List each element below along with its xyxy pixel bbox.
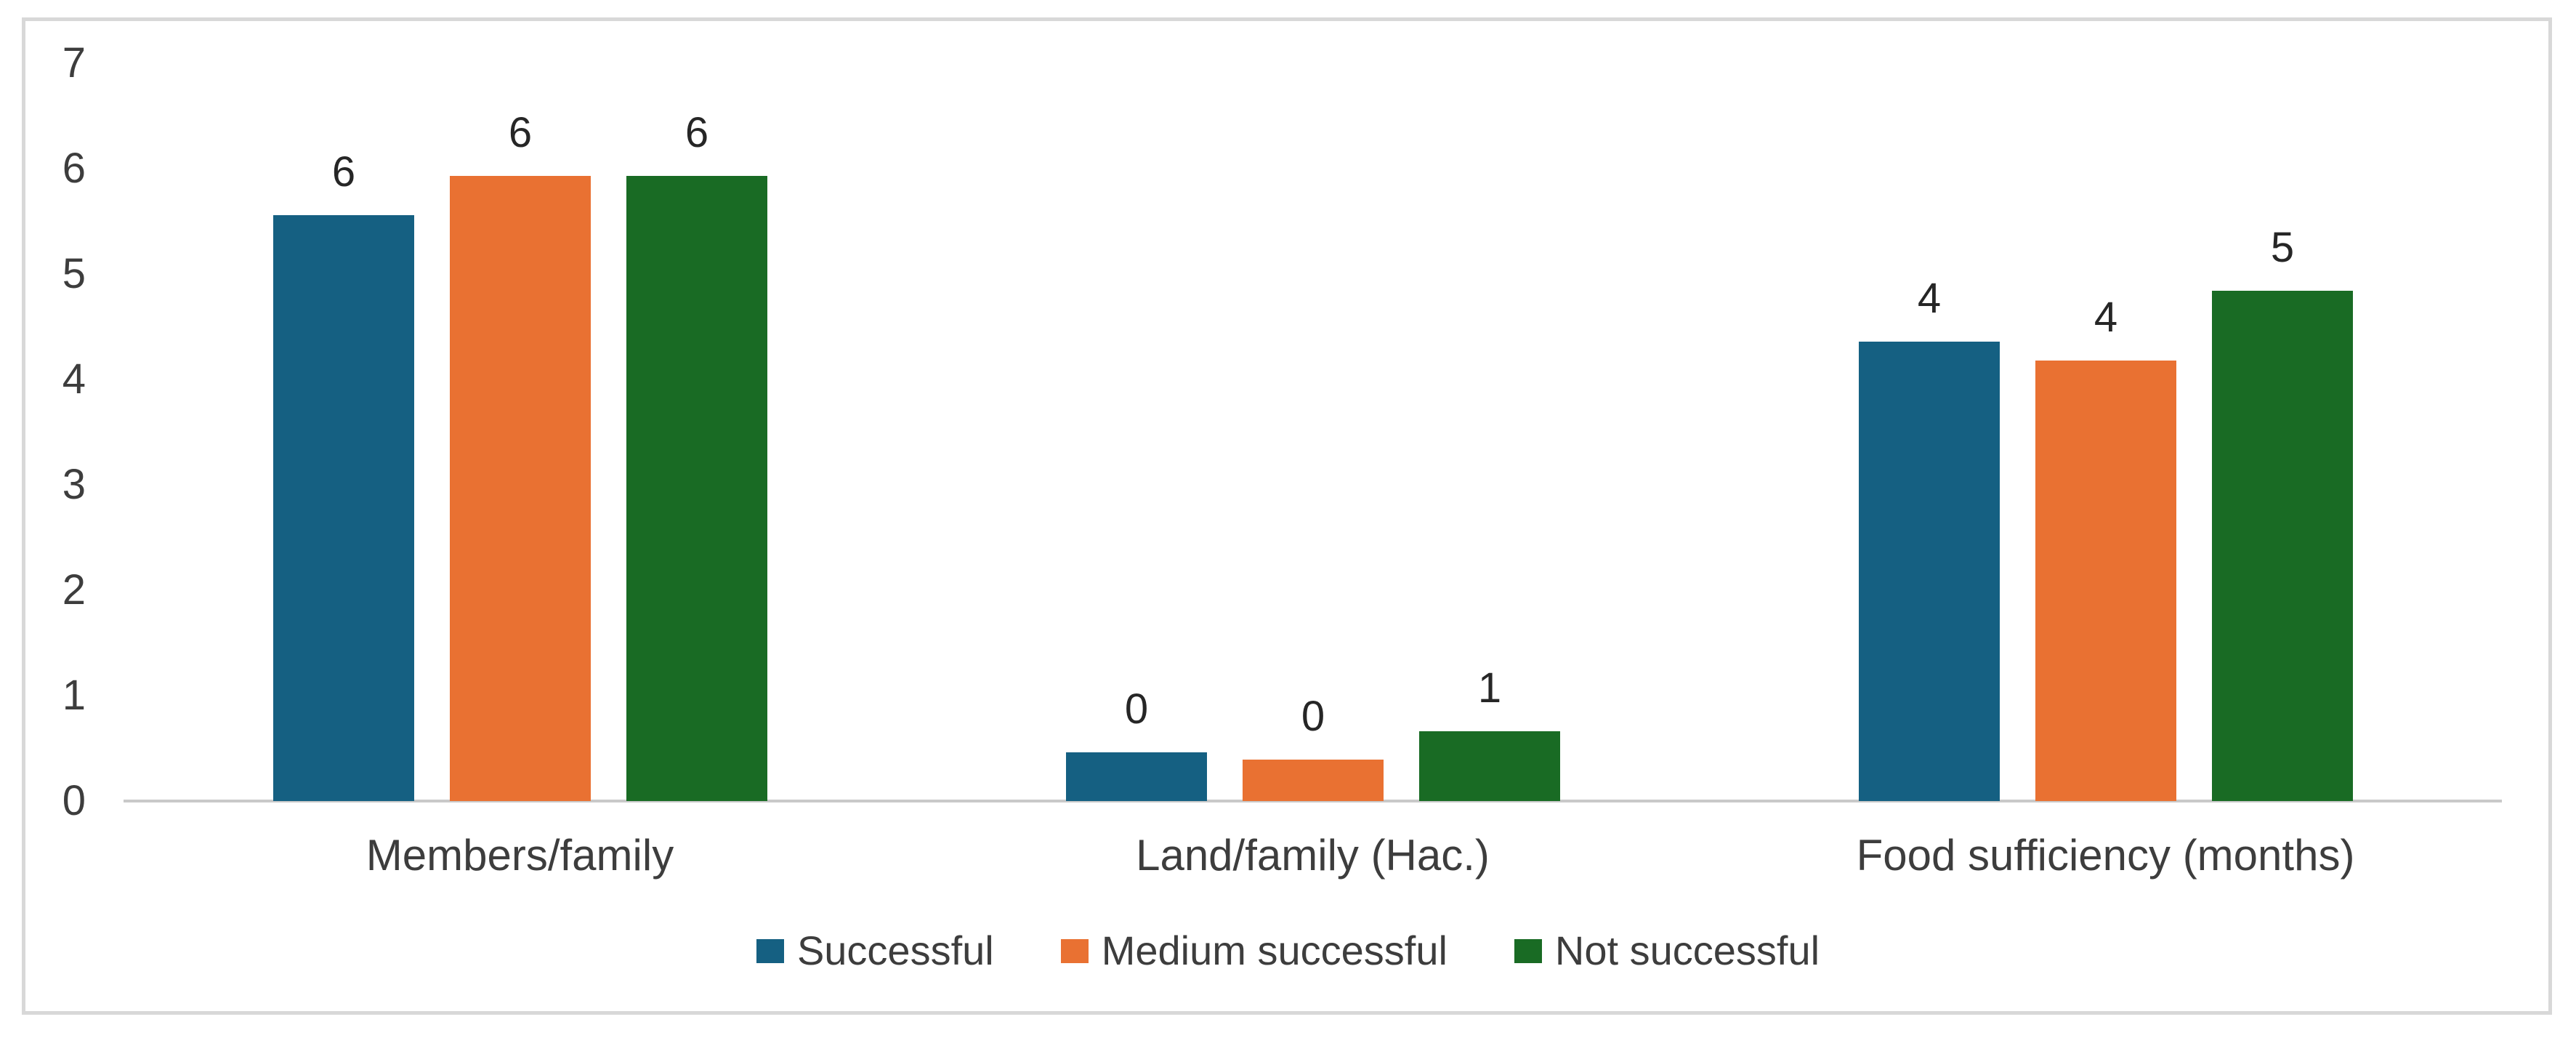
- y-tick-label: 3: [62, 461, 86, 508]
- legend-swatch-icon: [756, 938, 784, 963]
- data-label: 6: [331, 148, 356, 196]
- legend-item: Successful: [756, 929, 994, 973]
- category-label: Land/family (Hac.): [1136, 831, 1490, 880]
- data-label: 4: [1917, 275, 1942, 322]
- data-label: 6: [508, 109, 533, 156]
- legend-label: Not successful: [1554, 928, 1820, 973]
- y-tick-label: 1: [62, 672, 86, 719]
- bar-not-successful: [2212, 291, 2353, 801]
- legend: Successful Medium successful Not successfu…: [0, 929, 2576, 973]
- bar-medium-successful: [450, 176, 591, 801]
- data-label: 0: [1301, 693, 1325, 740]
- category-label: Food sufficiency (months): [1856, 831, 2355, 880]
- legend-swatch-icon: [1514, 938, 1542, 963]
- y-tick-label: 0: [62, 777, 86, 824]
- x-axis-line: [124, 800, 2502, 802]
- bar-not-successful: [1419, 731, 1560, 801]
- bar-not-successful: [626, 176, 767, 801]
- bar-successful: [1859, 342, 2000, 801]
- category-label: Members/family: [366, 831, 674, 880]
- legend-swatch-icon: [1060, 938, 1089, 963]
- data-label: 5: [2270, 224, 2295, 271]
- y-tick-label: 4: [62, 355, 86, 403]
- data-label: 0: [1124, 685, 1149, 733]
- bar-medium-successful: [1243, 760, 1384, 801]
- data-label: 1: [1477, 664, 1502, 712]
- bar-successful: [273, 215, 414, 801]
- y-tick-label: 2: [62, 566, 86, 613]
- legend-label: Medium successful: [1101, 928, 1448, 973]
- data-label: 6: [685, 109, 709, 156]
- legend-item: Not successful: [1514, 929, 1820, 973]
- y-tick-label: 7: [62, 39, 86, 87]
- data-label: 4: [2093, 294, 2118, 341]
- y-tick-label: 5: [62, 250, 86, 297]
- legend-item: Medium successful: [1060, 928, 1448, 973]
- y-tick-label: 6: [62, 145, 86, 192]
- legend-label: Successful: [796, 928, 994, 973]
- bar-medium-successful: [2035, 361, 2176, 801]
- bar-successful: [1066, 752, 1207, 801]
